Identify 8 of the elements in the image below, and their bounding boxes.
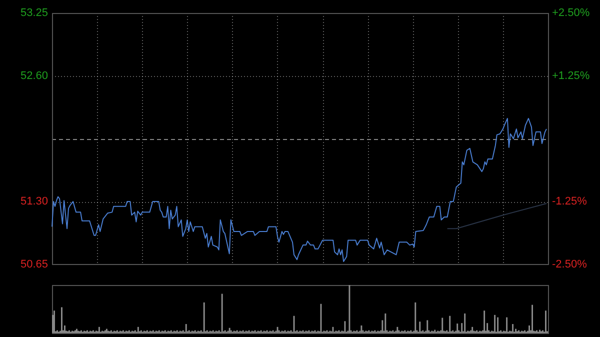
y2-tick-label: -1.25% xyxy=(552,196,588,208)
y-tick-label: 53.25 xyxy=(20,7,48,20)
y-tick-label: 52.60 xyxy=(20,70,48,82)
y2-tick-label: +1.25% xyxy=(552,70,590,82)
y-tick-label: 50.65 xyxy=(20,258,48,270)
y2-tick-label: +2.50% xyxy=(552,7,590,20)
y2-tick-label: -2.50% xyxy=(552,258,588,270)
y-tick-label: 51.30 xyxy=(20,196,48,208)
